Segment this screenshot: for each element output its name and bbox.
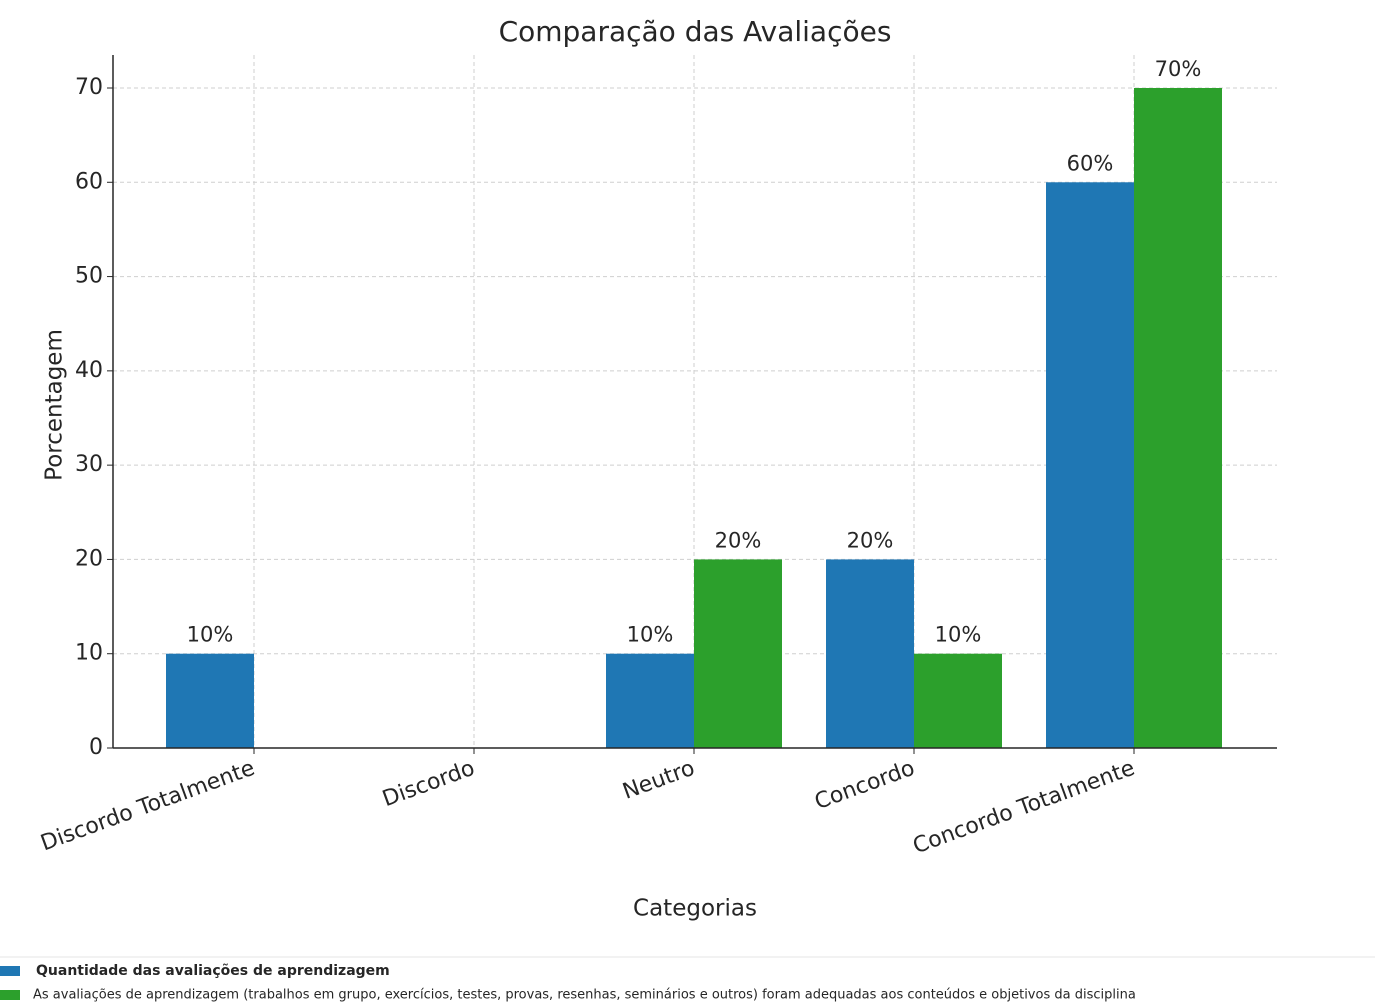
x-tick-label: Neutro: [619, 756, 698, 805]
x-axis-label: Categorias: [633, 896, 757, 922]
data-label: 20%: [715, 528, 762, 552]
x-tick-label: Concordo: [811, 756, 918, 815]
y-tick-label: 10: [75, 641, 103, 666]
legend-label: As avaliações de aprendizagem (trabalhos…: [33, 988, 1136, 1003]
data-label: 10%: [935, 623, 982, 647]
y-tick-label: 0: [89, 735, 103, 760]
legend-swatch: [0, 990, 20, 1000]
bar: [914, 653, 1002, 748]
bar: [826, 559, 914, 748]
x-tick-label: Discordo Totalmente: [38, 756, 259, 857]
x-tick-label: Discordo: [379, 756, 478, 812]
legend-label: Quantidade das avaliações de aprendizage…: [36, 963, 390, 979]
data-label: 10%: [627, 623, 674, 647]
y-tick-label: 60: [75, 169, 103, 194]
legend-swatch: [0, 966, 20, 976]
data-label: 60%: [1067, 151, 1114, 175]
bar: [166, 653, 254, 748]
y-tick-label: 50: [75, 264, 103, 289]
y-tick-label: 30: [75, 452, 103, 477]
bar: [694, 559, 782, 748]
chart-title: Comparação das Avaliações: [499, 15, 892, 48]
bar: [606, 653, 694, 748]
bar: [1046, 182, 1134, 749]
data-label: 10%: [187, 623, 234, 647]
data-label: 70%: [1155, 57, 1202, 81]
y-tick-label: 20: [75, 546, 103, 571]
bar: [1134, 88, 1222, 748]
x-tick-label: Concordo Totalmente: [910, 756, 1138, 859]
y-axis-label: Porcentagem: [42, 329, 68, 481]
y-tick-label: 70: [75, 75, 103, 100]
data-label: 20%: [847, 528, 894, 552]
y-tick-label: 40: [75, 358, 103, 383]
